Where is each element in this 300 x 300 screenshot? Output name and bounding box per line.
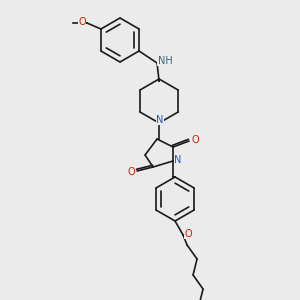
Text: O: O xyxy=(78,17,86,27)
Text: NH: NH xyxy=(158,56,172,66)
Text: O: O xyxy=(127,167,135,177)
Text: N: N xyxy=(156,115,164,125)
Text: N: N xyxy=(174,155,182,165)
Text: O: O xyxy=(184,229,192,239)
Text: O: O xyxy=(191,135,199,145)
